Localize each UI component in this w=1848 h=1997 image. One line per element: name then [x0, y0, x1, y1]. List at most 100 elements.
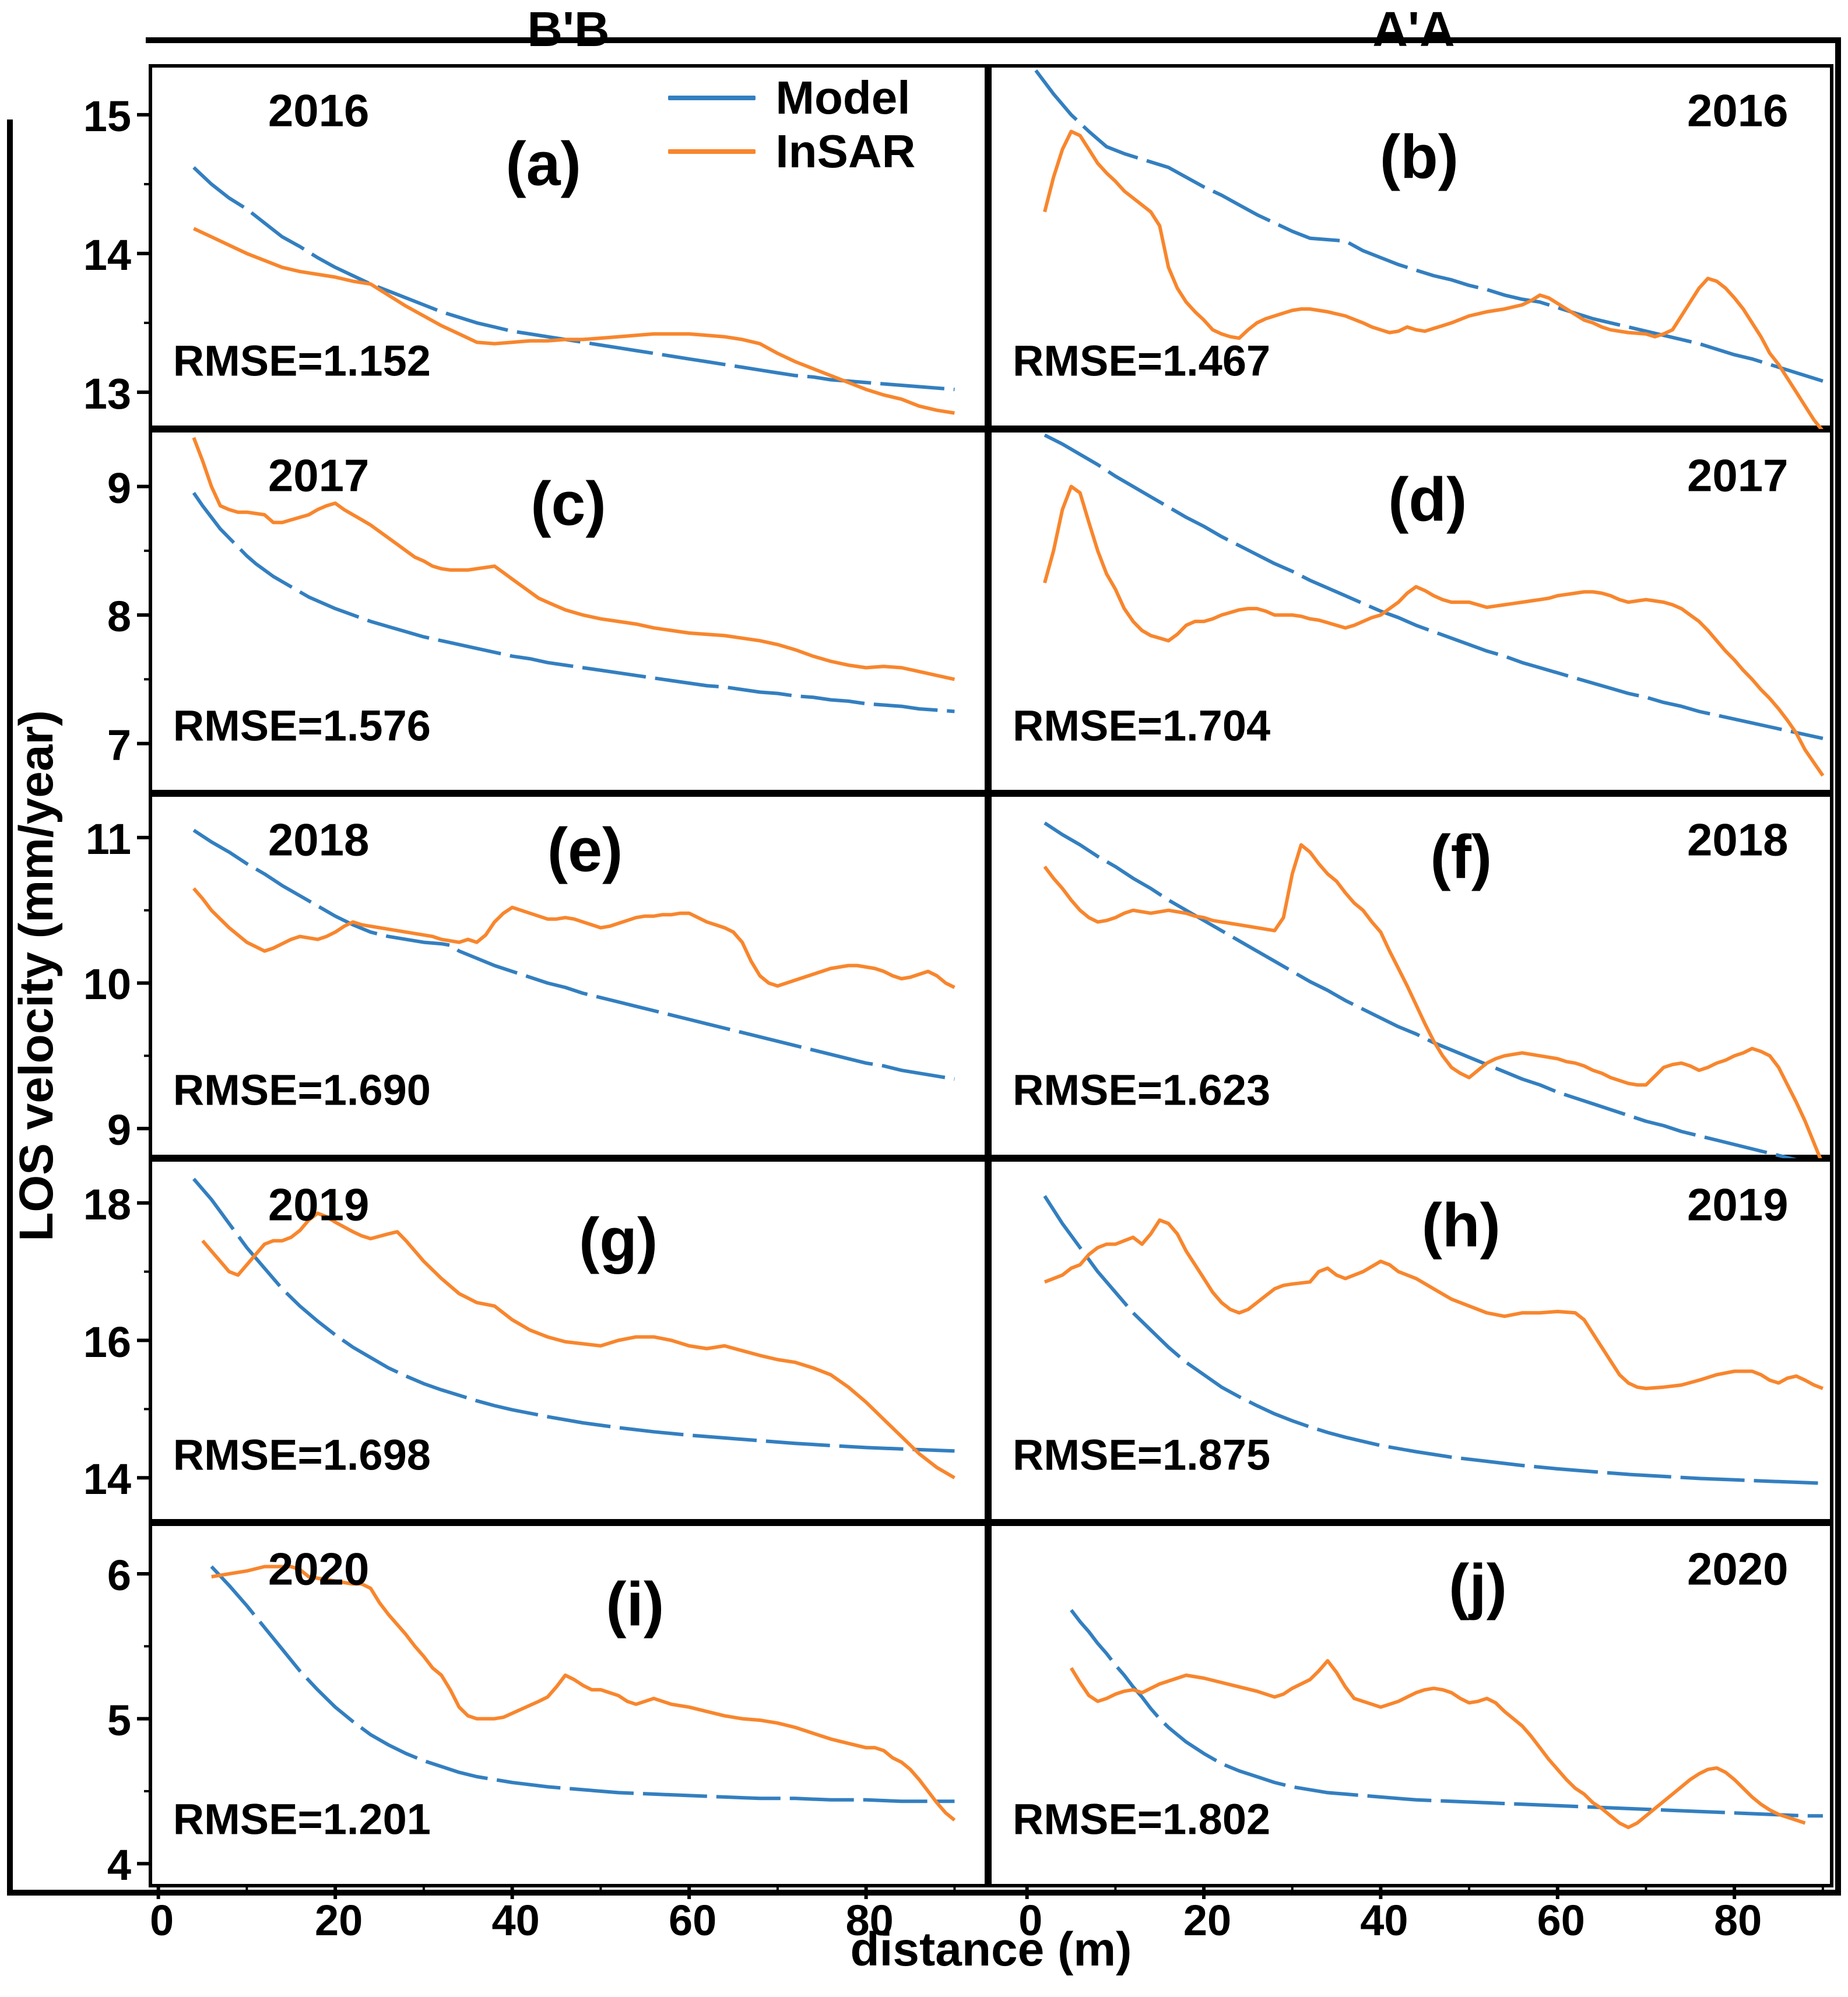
- rmse-label-j: RMSE=1.802: [1012, 1795, 1271, 1844]
- year-label-e: 2018: [268, 814, 370, 866]
- rmse-label-c: RMSE=1.576: [173, 701, 431, 750]
- y-tick-label: 6: [107, 1551, 131, 1600]
- x-tick-label: 20: [1183, 1896, 1232, 1945]
- panel-d: 2017 (d) RMSE=1.704: [988, 429, 1833, 793]
- y-tick-label: 4: [107, 1841, 131, 1890]
- year-label-h: 2019: [1687, 1179, 1789, 1230]
- model-series: [1034, 69, 1824, 383]
- legend-label-insar: InSAR: [775, 125, 916, 178]
- year-label-b: 2016: [1687, 85, 1789, 136]
- x-tick-label: 80: [1714, 1896, 1762, 1945]
- y-tick-label: 7: [107, 720, 131, 769]
- year-label-g: 2019: [268, 1179, 370, 1230]
- x-tick-label: 40: [491, 1896, 540, 1945]
- y-tick-label: 9: [107, 1106, 131, 1155]
- panel-b: 2016 (b) RMSE=1.467: [988, 64, 1833, 433]
- y-tick-label: 14: [83, 1455, 131, 1504]
- model-line-swatch: [668, 96, 756, 101]
- y-tick-label: 8: [107, 592, 131, 641]
- plot-area-j: [1025, 1609, 1824, 1899]
- panel-letter-j: (j): [1449, 1552, 1508, 1621]
- panel-f: 2018 (f) RMSE=1.623: [988, 793, 1833, 1167]
- insar-series: [1043, 484, 1825, 777]
- y-tick-label: 18: [83, 1180, 131, 1229]
- model-series: [192, 828, 955, 1081]
- panel-letter-h: (h): [1421, 1191, 1501, 1260]
- x-tick-label: 0: [1018, 1896, 1043, 1945]
- panel-letter-i: (i): [606, 1570, 665, 1639]
- figure-frame-top: [146, 37, 1841, 43]
- panel-i: 2020 (i) RMSE=1.201 6 5 4 0 20 40 60 80: [107, 1523, 988, 1945]
- insar-series: [1044, 1218, 1824, 1390]
- y-tick-label: 5: [107, 1696, 131, 1745]
- model-series: [1044, 433, 1824, 740]
- model-series: [192, 491, 955, 713]
- panel-letter-e: (e): [547, 815, 623, 885]
- model-series: [1070, 1609, 1823, 1818]
- x-tick-label: 60: [668, 1896, 717, 1945]
- y-tick-label: 14: [83, 230, 131, 279]
- x-tick-label: 80: [845, 1896, 894, 1945]
- rmse-label-b: RMSE=1.467: [1012, 336, 1271, 385]
- insar-series: [192, 437, 955, 681]
- year-label-f: 2018: [1687, 814, 1789, 866]
- plot-area-a: [137, 112, 955, 415]
- plot-area-i: [137, 1564, 956, 1899]
- panel-c: 2017 (c) RMSE=1.576 9 8 7: [107, 429, 988, 793]
- x-axis-label: distance (m): [850, 1923, 1132, 1976]
- rmse-label-a: RMSE=1.152: [173, 336, 431, 385]
- rmse-label-g: RMSE=1.698: [173, 1430, 431, 1479]
- x-tick-label: 0: [150, 1896, 174, 1945]
- x-tick-label: 20: [314, 1896, 363, 1945]
- model-series: [192, 1177, 955, 1453]
- column-title-bb: B'B: [527, 2, 610, 57]
- year-label-i: 2020: [268, 1543, 370, 1595]
- figure-frame-left: [7, 119, 13, 1896]
- plot-area-b: [1034, 69, 1825, 433]
- insar-series: [193, 227, 955, 415]
- y-tick-label: 13: [83, 369, 131, 418]
- plot-area-c: [137, 437, 955, 746]
- panel-j: 2020 (j) RMSE=1.802 0 20 40 60 80: [988, 1523, 1833, 1945]
- plot-area-e: [137, 828, 955, 1131]
- y-tick-label: 16: [83, 1317, 131, 1366]
- rmse-label-e: RMSE=1.690: [173, 1066, 431, 1114]
- y-tick-label: 15: [83, 92, 131, 140]
- insar-series: [1043, 843, 1825, 1166]
- x-tick-label: 60: [1537, 1896, 1585, 1945]
- legend-row-model: Model: [668, 71, 915, 125]
- panel-letter-c: (c): [530, 469, 606, 539]
- plot-area-g: [137, 1177, 955, 1480]
- insar-series: [201, 1211, 955, 1479]
- y-tick-label: 9: [107, 463, 131, 512]
- year-label-d: 2017: [1687, 449, 1789, 501]
- insar-series: [1043, 129, 1825, 433]
- plot-area-f: [1043, 821, 1825, 1167]
- year-label-c: 2017: [268, 449, 370, 501]
- plot-area-h: [1043, 1195, 1824, 1485]
- rmse-label-d: RMSE=1.704: [1012, 701, 1271, 750]
- panel-e: 2018 (e) RMSE=1.690 11 10 9: [83, 793, 988, 1158]
- legend: Model InSAR: [668, 71, 915, 178]
- panel-letter-a: (a): [505, 129, 581, 199]
- panel-letter-d: (d): [1388, 465, 1467, 535]
- rmse-label-f: RMSE=1.623: [1012, 1066, 1271, 1114]
- insar-line-swatch: [668, 149, 756, 154]
- insar-series: [1069, 1659, 1806, 1830]
- model-series: [1043, 1195, 1824, 1485]
- year-label-a: 2016: [268, 85, 370, 136]
- rmse-label-h: RMSE=1.875: [1012, 1430, 1271, 1479]
- y-tick-label: 10: [83, 960, 131, 1009]
- legend-label-model: Model: [775, 72, 911, 124]
- figure-frame-bottom: [7, 1890, 1841, 1896]
- insar-series: [192, 887, 955, 989]
- y-tick-label: 11: [85, 814, 131, 863]
- panel-h: 2019 (h) RMSE=1.875: [988, 1158, 1833, 1523]
- panel-letter-g: (g): [578, 1205, 658, 1275]
- x-tick-label: 40: [1360, 1896, 1408, 1945]
- legend-row-insar: InSAR: [668, 125, 915, 178]
- column-title-aa: A'A: [1372, 2, 1455, 57]
- rmse-label-i: RMSE=1.201: [173, 1795, 431, 1844]
- panel-g: 2019 (g) RMSE=1.698 18 16 14: [83, 1158, 988, 1523]
